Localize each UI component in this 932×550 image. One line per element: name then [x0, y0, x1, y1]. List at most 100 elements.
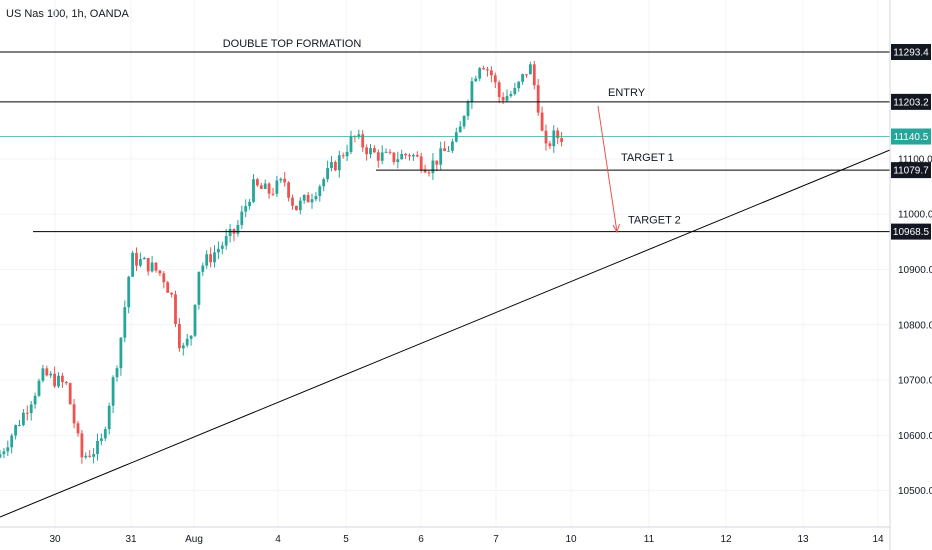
candle-body [14, 425, 17, 436]
candle-body [29, 404, 33, 414]
candle-body [521, 74, 524, 82]
candle-body [513, 88, 517, 95]
candle-body [41, 368, 45, 381]
candle-body [298, 200, 302, 211]
candle-body [240, 211, 244, 225]
level-price-tag-label: 11079.7 [893, 166, 929, 177]
candle-body [76, 423, 80, 434]
candle-body [228, 229, 232, 237]
candle-body [525, 74, 528, 76]
candle-body [18, 425, 21, 427]
candle-body [205, 254, 209, 266]
time-axis: 30 31 Aug 4 5 6 7 10 11 12 13 14 [0, 526, 890, 545]
candle-body [72, 404, 76, 424]
candle-body [318, 186, 322, 196]
candle-body [96, 440, 99, 455]
candle-body [334, 162, 337, 171]
price-tick-label: 10900.0 [898, 265, 932, 276]
candle-body [213, 252, 216, 263]
drawings: DOUBLE TOP FORMATION ENTRY TARGET 1 TARGET … [0, 38, 891, 518]
candle-body [548, 143, 552, 147]
candle-body [435, 160, 439, 165]
candle-body [135, 252, 138, 266]
candle-body [466, 101, 470, 116]
candle-body [279, 178, 283, 181]
candle-body [45, 368, 49, 376]
time-tick-label: 11 [644, 534, 655, 545]
candle-body [408, 155, 411, 157]
candle-body [291, 197, 294, 206]
time-tick-label: 5 [343, 534, 349, 545]
candle-body [540, 112, 544, 131]
candle-body [415, 155, 419, 157]
candle-body [322, 179, 326, 187]
candle-body [142, 257, 146, 260]
time-tick-label: Aug [185, 534, 203, 545]
candle-body [474, 78, 478, 82]
candle-body [103, 429, 107, 439]
price-axis: 10500.0 10600.0 10700.0 10800.0 10900.0 11000… [889, 0, 932, 550]
candle-body [53, 373, 56, 387]
candle-body [162, 273, 166, 283]
candle-body [337, 155, 341, 171]
candle-body [365, 147, 368, 155]
candle-body [25, 412, 29, 414]
candle-body [92, 454, 95, 457]
candles [0, 60, 563, 464]
candle-body [49, 373, 53, 376]
candle-body [536, 85, 540, 113]
candle-body [259, 185, 263, 189]
candle-body [400, 153, 404, 160]
time-tick-label: 30 [49, 534, 61, 545]
price-tick-label: 11000.0 [898, 210, 932, 221]
time-tick-label: 12 [720, 534, 732, 545]
candle-body [0, 454, 2, 458]
candle-body [392, 152, 396, 163]
price-tick-label: 10500.0 [898, 486, 932, 497]
candle-body [423, 169, 427, 173]
candle-body [220, 245, 224, 249]
candle-body [115, 368, 119, 378]
candle-body [376, 152, 380, 161]
candle-body [501, 97, 505, 101]
level-price-tag-label: 11293.4 [893, 48, 929, 59]
candle-body [271, 193, 275, 195]
time-tick-label: 6 [418, 534, 424, 545]
candle-body [462, 115, 466, 127]
candle-body [306, 194, 310, 203]
candle-body [505, 96, 509, 101]
candle-body [556, 130, 560, 139]
candle-body [80, 433, 84, 458]
candle-body [166, 282, 170, 293]
candle-body [244, 206, 248, 212]
candle-body [84, 455, 88, 458]
candle-body [224, 236, 228, 246]
candle-body [478, 68, 482, 79]
candle-body [150, 262, 154, 272]
target-arrow-head [612, 223, 620, 234]
trendline [0, 149, 891, 518]
candle-body [341, 155, 345, 157]
time-tick-label: 14 [872, 534, 884, 545]
candle-body [427, 172, 431, 174]
time-tick-label: 31 [125, 534, 137, 545]
time-tick-label: 10 [565, 534, 577, 545]
candle-body [560, 138, 563, 142]
candle-body [529, 64, 532, 75]
candle-body [544, 130, 548, 144]
candle-body [451, 141, 454, 151]
candle-body [345, 151, 349, 157]
candle-body [412, 155, 415, 157]
time-tick-label: 7 [493, 534, 499, 545]
candle-body [178, 323, 181, 349]
candle-body [64, 382, 68, 384]
candle-body [361, 134, 365, 148]
candle-body [107, 405, 111, 430]
candle-body [131, 252, 134, 277]
candle-body [88, 455, 92, 457]
candle-body [458, 126, 462, 133]
grid [0, 0, 890, 527]
candle-body [170, 292, 173, 295]
candle-body [2, 451, 6, 455]
